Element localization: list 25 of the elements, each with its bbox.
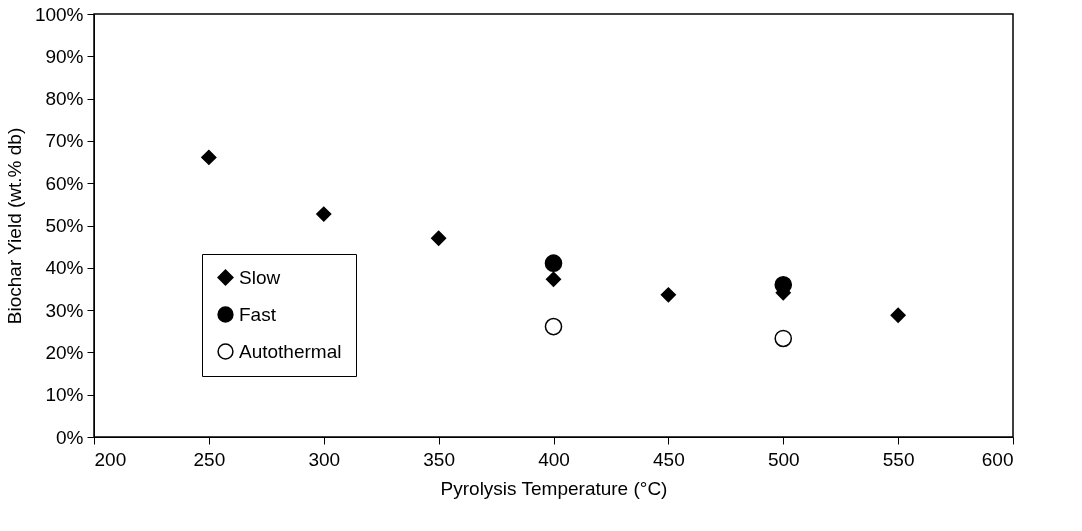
x-tick-label: 550 [882,448,915,470]
y-tick-label: 10% [45,384,84,406]
y-tick-label: 80% [45,88,84,110]
x-tick-label: 450 [653,448,685,470]
y-tick-label: 20% [45,341,84,363]
y-axis-title: Biochar Yield (wt.% db) [3,127,25,325]
y-tick-label: 30% [45,299,84,321]
x-tick-label: 300 [308,448,341,470]
x-axis-title: Pyrolysis Temperature (°C) [440,477,668,499]
y-tick-label: 0% [56,426,84,448]
x-tick-label: 600 [981,448,1014,470]
y-tick-label: 60% [45,172,84,194]
y-tick-label: 40% [45,257,84,279]
x-tick-label: 500 [767,448,800,470]
x-tick-label: 250 [193,448,226,470]
legend-label: Autothermal [239,340,342,362]
x-tick-label: 400 [538,448,570,470]
x-tick-label: 200 [94,448,127,470]
y-tick-label: 100% [34,3,84,25]
legend-label: Fast [239,303,277,325]
y-tick-label: 90% [45,45,84,67]
x-tick-label: 350 [423,448,455,470]
y-tick-label: 70% [45,130,84,152]
y-tick-label: 50% [45,215,84,236]
legend-label: Slow [239,266,281,288]
